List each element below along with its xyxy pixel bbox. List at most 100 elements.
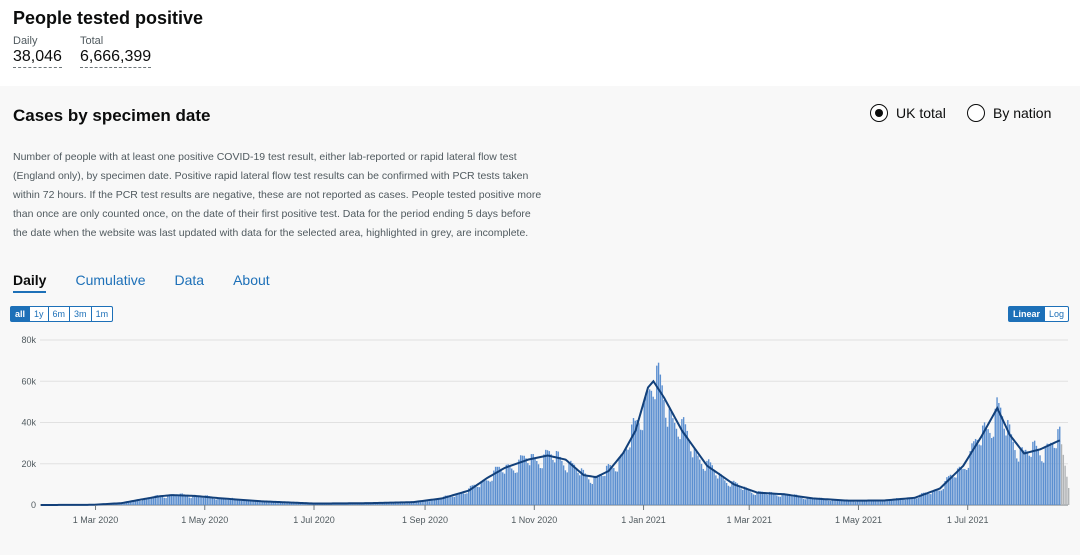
bar[interactable] xyxy=(519,455,522,505)
range-1m-button[interactable]: 1m xyxy=(90,306,114,322)
bar[interactable] xyxy=(1021,447,1023,505)
radio-by-nation[interactable]: By nation xyxy=(967,104,1051,122)
bar[interactable] xyxy=(177,496,180,505)
bar[interactable] xyxy=(550,454,552,505)
bar[interactable] xyxy=(156,495,158,505)
bar[interactable] xyxy=(682,417,685,505)
bar[interactable] xyxy=(133,500,135,505)
bar[interactable] xyxy=(783,493,785,505)
bar[interactable] xyxy=(702,468,705,505)
bar[interactable] xyxy=(740,488,742,505)
range-all-button[interactable]: all xyxy=(10,306,31,322)
bar[interactable] xyxy=(142,499,144,505)
bar[interactable] xyxy=(829,500,832,505)
bar[interactable] xyxy=(953,477,955,505)
bar[interactable] xyxy=(222,498,225,505)
bar[interactable] xyxy=(802,498,805,505)
bar[interactable] xyxy=(722,477,724,505)
bar[interactable] xyxy=(960,468,962,505)
bar[interactable] xyxy=(912,498,914,505)
bar[interactable] xyxy=(545,449,547,505)
bar[interactable] xyxy=(224,499,226,505)
bar[interactable] xyxy=(930,494,932,505)
bar[interactable] xyxy=(444,495,447,505)
bar[interactable] xyxy=(799,496,801,505)
bar[interactable] xyxy=(446,495,448,505)
bar[interactable] xyxy=(511,468,513,505)
bar[interactable] xyxy=(876,500,878,505)
bar[interactable] xyxy=(896,498,898,505)
bar[interactable] xyxy=(448,495,450,505)
bar[interactable] xyxy=(530,454,533,505)
bar[interactable] xyxy=(152,498,155,505)
bar[interactable] xyxy=(389,502,391,505)
bar[interactable] xyxy=(154,495,157,505)
bar[interactable] xyxy=(872,499,875,505)
bar[interactable] xyxy=(496,466,499,505)
bar[interactable] xyxy=(811,498,814,505)
bar[interactable] xyxy=(1046,443,1048,505)
bar[interactable] xyxy=(939,490,941,505)
bar[interactable] xyxy=(998,403,1000,505)
bar[interactable] xyxy=(229,498,232,505)
bar[interactable] xyxy=(887,500,889,505)
bar[interactable] xyxy=(860,500,862,505)
bar[interactable] xyxy=(922,492,925,505)
bar[interactable] xyxy=(885,500,887,505)
bar[interactable] xyxy=(747,489,749,505)
bar[interactable] xyxy=(901,498,903,505)
bar[interactable] xyxy=(299,503,302,505)
bar[interactable] xyxy=(752,494,755,505)
bar[interactable] xyxy=(935,490,937,505)
bar[interactable] xyxy=(1048,443,1050,505)
bar[interactable] xyxy=(958,466,961,505)
bar[interactable] xyxy=(430,499,432,505)
bar[interactable] xyxy=(244,500,246,505)
bar[interactable] xyxy=(523,455,525,505)
bar[interactable] xyxy=(253,501,255,505)
bar[interactable] xyxy=(618,459,620,505)
bar[interactable] xyxy=(836,499,839,505)
bar[interactable] xyxy=(765,493,767,505)
bar[interactable] xyxy=(899,498,902,505)
bar[interactable] xyxy=(186,496,189,505)
bar[interactable] xyxy=(165,498,167,505)
bar[interactable] xyxy=(965,469,968,505)
bar[interactable] xyxy=(673,422,676,505)
bar[interactable] xyxy=(888,500,891,505)
bar[interactable] xyxy=(568,462,570,505)
bar[interactable] xyxy=(435,499,438,505)
bar[interactable] xyxy=(797,495,799,505)
bar[interactable] xyxy=(862,500,864,505)
bar[interactable] xyxy=(543,454,545,505)
bar[interactable] xyxy=(767,494,769,505)
bar[interactable] xyxy=(168,494,171,505)
bar[interactable] xyxy=(1059,426,1061,505)
bar[interactable] xyxy=(512,470,515,505)
bar[interactable] xyxy=(464,493,466,505)
bar[interactable] xyxy=(240,500,242,505)
bar[interactable] xyxy=(781,493,783,505)
bar[interactable] xyxy=(466,493,468,505)
bar[interactable] xyxy=(1035,445,1038,505)
bar[interactable] xyxy=(733,480,735,505)
bar[interactable] xyxy=(1050,442,1052,505)
bar[interactable] xyxy=(1028,455,1030,505)
bar[interactable] xyxy=(883,500,885,505)
bar[interactable] xyxy=(704,470,706,505)
bar[interactable] xyxy=(552,459,554,505)
bar[interactable] xyxy=(478,487,481,505)
bar[interactable] xyxy=(283,501,285,505)
bar[interactable] xyxy=(124,502,126,505)
bar[interactable] xyxy=(172,495,174,505)
bar[interactable] xyxy=(455,494,457,505)
bar[interactable] xyxy=(942,488,945,505)
bar[interactable] xyxy=(421,500,423,505)
bar[interactable] xyxy=(416,502,418,505)
bar[interactable] xyxy=(287,502,289,505)
bar[interactable] xyxy=(274,502,276,505)
bar[interactable] xyxy=(434,499,436,505)
bar[interactable] xyxy=(527,463,529,505)
bar[interactable] xyxy=(716,478,719,505)
bar[interactable] xyxy=(693,447,696,505)
